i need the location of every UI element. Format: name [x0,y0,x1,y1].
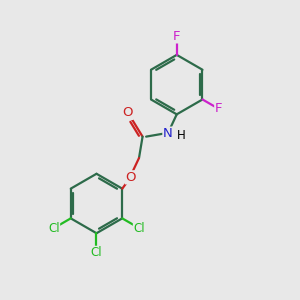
Text: Cl: Cl [48,222,60,235]
Text: N: N [163,127,173,140]
Text: O: O [122,106,133,119]
Text: F: F [173,30,181,43]
Text: Cl: Cl [134,222,145,235]
Text: Cl: Cl [91,246,102,259]
Text: F: F [215,102,222,115]
Text: O: O [125,171,136,184]
Text: H: H [177,129,186,142]
